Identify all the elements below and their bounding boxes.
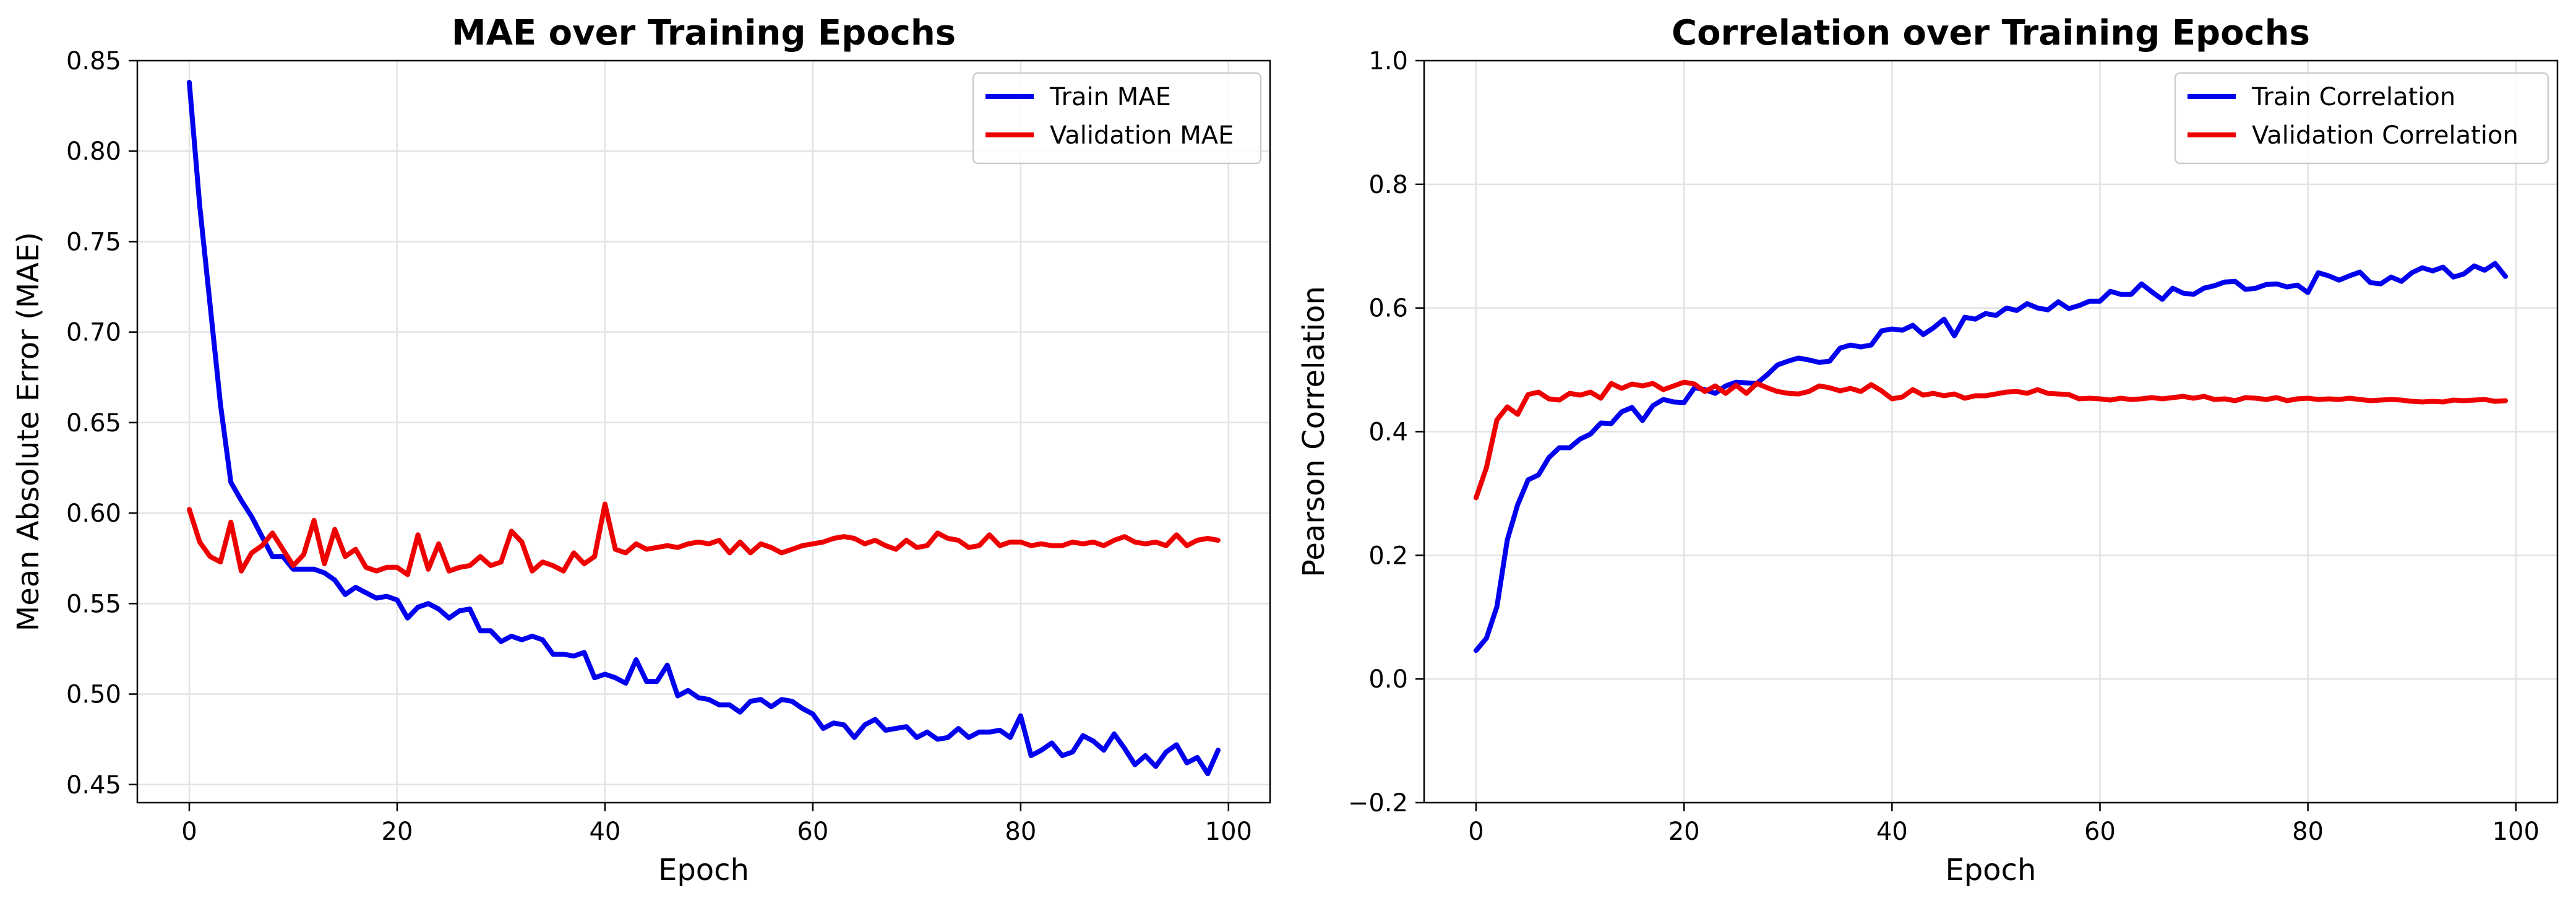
x-tick-label: 0	[181, 818, 197, 846]
y-axis-label: Pearson Correlation	[1297, 286, 1331, 577]
series-line-0	[1474, 261, 2508, 654]
series-line-0	[187, 80, 1221, 777]
x-tick-label: 60	[797, 818, 828, 846]
x-tick-label: 60	[2084, 818, 2116, 846]
y-tick-label: 0.60	[66, 499, 121, 528]
y-tick-label: 0.70	[66, 319, 121, 347]
y-tick-label: 0.85	[66, 47, 121, 76]
y-tick-label: 0.4	[1368, 418, 1408, 447]
series-line-1	[187, 501, 1221, 577]
series-line-1	[1474, 379, 2508, 501]
y-tick-label: 0.6	[1368, 295, 1408, 323]
x-axis-label: Epoch	[658, 853, 749, 887]
y-tick-label: −0.2	[1348, 789, 1408, 818]
y-tick-label: 0.80	[66, 137, 121, 166]
x-tick-label: 40	[1876, 818, 1908, 846]
y-axis-label: Mean Absolute Error (MAE)	[11, 232, 46, 631]
legend-label-0: Train MAE	[1049, 83, 1171, 111]
correlation-chart: 0 20 40 60 80 100 −0.2 0.0 0.2 0.4 0.6 0.8 1.0 Correl…	[1297, 13, 2559, 887]
x-tick-label: 40	[589, 818, 620, 846]
y-tick-label: 0.50	[66, 681, 121, 709]
x-tick-label: 80	[2292, 818, 2324, 846]
x-tick-label: 20	[1668, 818, 1700, 846]
y-tick-label: 0.55	[66, 590, 121, 618]
y-tick-label: 0.65	[66, 409, 121, 438]
legend-box	[972, 72, 1262, 165]
y-tick-label: 0.75	[66, 228, 121, 256]
chart-title: MAE over Training Epochs	[452, 13, 956, 53]
y-tick-label: 0.45	[66, 771, 121, 800]
x-tick-label: 100	[1205, 818, 1252, 846]
legend-label-1: Validation Correlation	[2252, 121, 2518, 150]
legend-label-0: Train Correlation	[2251, 83, 2455, 111]
legend-box	[2174, 72, 2549, 165]
y-tick-label: 0.2	[1368, 541, 1408, 570]
x-tick-label: 0	[1468, 818, 1483, 846]
y-tick-label: 0.0	[1368, 665, 1408, 694]
x-tick-label: 100	[2492, 818, 2540, 846]
plot-frame	[136, 59, 1271, 804]
y-tick-label: 0.8	[1368, 171, 1408, 199]
y-tick-label: 1.0	[1368, 47, 1408, 76]
x-axis-label: Epoch	[1946, 853, 2037, 887]
x-tick-label: 20	[382, 818, 413, 846]
mae-chart: 0 20 40 60 80 100 0.45 0.50 0.55 0.60 0.65 0.70 0.75…	[11, 13, 1271, 887]
legend-label-1: Validation MAE	[1050, 121, 1234, 150]
x-tick-label: 80	[1005, 818, 1036, 846]
chart-title: Correlation over Training Epochs	[1672, 13, 2310, 53]
